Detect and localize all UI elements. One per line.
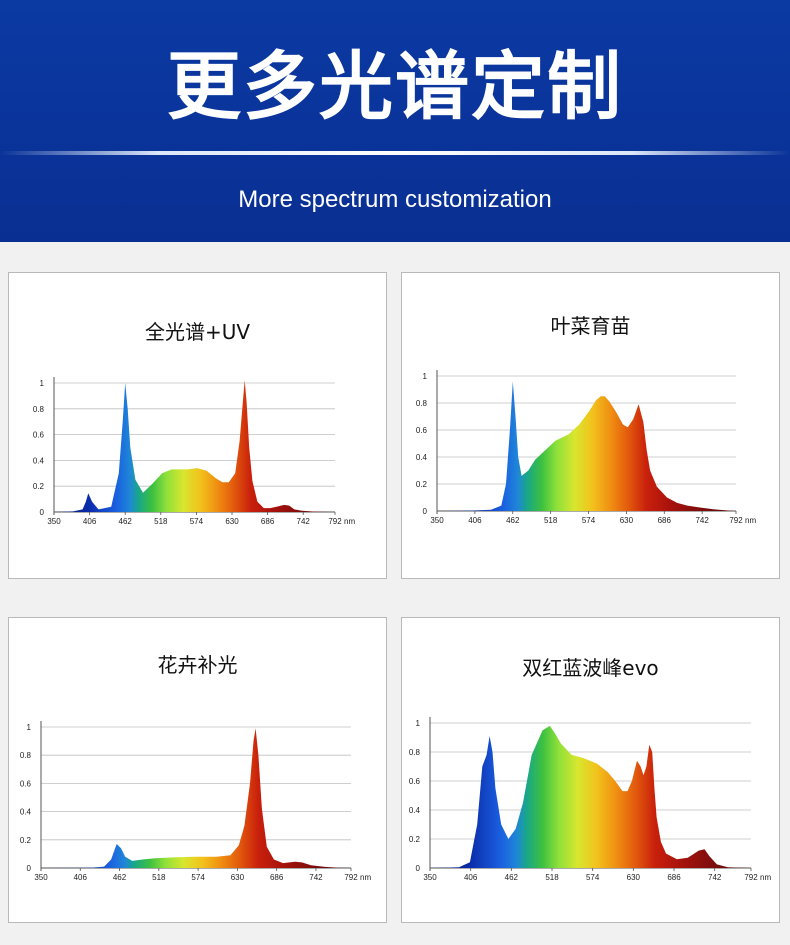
y-tick-label: 0.6 bbox=[33, 431, 45, 440]
x-tick-label: 518 bbox=[152, 873, 166, 882]
x-tick-label: 462 bbox=[505, 873, 519, 882]
y-tick-label: 0.2 bbox=[33, 482, 45, 491]
x-tick-label: 462 bbox=[506, 516, 520, 525]
spectrum-card-flower: 花卉补光 0 0.2 0.4 0.6 0.8 1 350 406 462 518 574 630 686… bbox=[8, 617, 387, 923]
y-tick-label: 0.8 bbox=[20, 751, 32, 760]
y-tick-label: 0.8 bbox=[409, 748, 421, 757]
x-tick-label: 792 bbox=[328, 517, 342, 526]
spectrum-chart-flower: 0 0.2 0.4 0.6 0.8 1 350 406 462 518 574 630 686 742 79… bbox=[20, 721, 371, 882]
x-tick-label: 742 bbox=[297, 517, 311, 526]
x-tick-label: 686 bbox=[270, 873, 284, 882]
x-tick-label: 350 bbox=[430, 516, 444, 525]
y-tick-label: 0.2 bbox=[416, 480, 428, 489]
x-axis-unit: nm bbox=[360, 873, 371, 882]
spectrum-chart-leafy-seedling: 0 0.2 0.4 0.6 0.8 1 350 406 462 518 574 630 686 742 79… bbox=[416, 370, 756, 525]
y-tick-label: 1 bbox=[27, 723, 32, 732]
y-tick-label: 0.4 bbox=[33, 456, 45, 465]
y-tick-label: 0.2 bbox=[409, 835, 421, 844]
x-tick-label: 574 bbox=[586, 873, 600, 882]
x-tick-label: 518 bbox=[545, 873, 559, 882]
x-tick-label: 406 bbox=[74, 873, 88, 882]
x-axis-unit: nm bbox=[344, 517, 355, 526]
spectrum-area bbox=[54, 380, 335, 512]
x-axis-unit: nm bbox=[760, 873, 771, 882]
chart-title: 花卉补光 bbox=[157, 653, 238, 677]
x-tick-label: 350 bbox=[34, 873, 48, 882]
spectrum-chart-full-uv: 0 0.2 0.4 0.6 0.8 1 350 406 462 518 574 630 686 742 79… bbox=[33, 377, 355, 526]
x-tick-label: 686 bbox=[261, 517, 275, 526]
banner-subtitle: More spectrum customization bbox=[238, 186, 552, 213]
x-axis-unit: nm bbox=[745, 516, 756, 525]
y-tick-label: 0.6 bbox=[20, 779, 32, 788]
x-tick-label: 792 bbox=[744, 873, 758, 882]
y-tick-label: 0.4 bbox=[409, 806, 421, 815]
x-tick-label: 518 bbox=[154, 517, 168, 526]
x-tick-label: 574 bbox=[582, 516, 596, 525]
x-tick-label: 462 bbox=[113, 873, 127, 882]
x-tick-label: 742 bbox=[708, 873, 722, 882]
spectrum-card-leafy-seedling: 叶菜育苗 0 0.2 0.4 0.6 0.8 1 350 406 462 518 574 630 686… bbox=[401, 272, 780, 579]
y-tick-label: 0.2 bbox=[20, 836, 32, 845]
x-tick-label: 742 bbox=[695, 516, 709, 525]
x-tick-label: 406 bbox=[83, 517, 97, 526]
chart-title: 叶菜育苗 bbox=[550, 314, 631, 338]
x-tick-label: 350 bbox=[47, 517, 61, 526]
spectrum-card-dual-red-blue: 双红蓝波峰evo 0 0.2 0.4 0.6 0.8 1 350 406 462 518 574 63… bbox=[401, 617, 780, 923]
header-banner: 更多光谱定制 More spectrum customization bbox=[0, 0, 790, 242]
x-tick-label: 792 bbox=[344, 873, 358, 882]
y-tick-label: 0 bbox=[27, 864, 32, 873]
y-tick-label: 0 bbox=[40, 508, 45, 517]
x-tick-label: 792 bbox=[729, 516, 743, 525]
x-tick-label: 630 bbox=[231, 873, 245, 882]
y-tick-label: 0.8 bbox=[416, 399, 428, 408]
x-tick-label: 686 bbox=[658, 516, 672, 525]
y-tick-label: 0.6 bbox=[409, 777, 421, 786]
banner-title: 更多光谱定制 bbox=[167, 44, 623, 130]
x-tick-label: 630 bbox=[225, 517, 239, 526]
x-tick-label: 406 bbox=[468, 516, 482, 525]
y-tick-label: 1 bbox=[416, 719, 421, 728]
y-tick-label: 0.8 bbox=[33, 405, 45, 414]
spectrum-area bbox=[437, 381, 736, 511]
y-tick-label: 0.4 bbox=[20, 808, 32, 817]
spectrum-area bbox=[430, 725, 751, 868]
x-tick-label: 574 bbox=[191, 873, 205, 882]
spectrum-chart-dual-red-blue: 0 0.2 0.4 0.6 0.8 1 350 406 462 518 574 630 686 742 79… bbox=[409, 717, 771, 882]
y-tick-label: 1 bbox=[40, 379, 45, 388]
x-tick-label: 742 bbox=[309, 873, 323, 882]
x-tick-label: 574 bbox=[190, 517, 204, 526]
x-tick-label: 406 bbox=[464, 873, 478, 882]
y-tick-label: 0 bbox=[423, 507, 428, 516]
y-tick-label: 1 bbox=[423, 372, 428, 381]
spectrum-area bbox=[41, 728, 351, 868]
y-tick-label: 0.4 bbox=[416, 453, 428, 462]
x-tick-label: 686 bbox=[667, 873, 681, 882]
y-tick-label: 0.6 bbox=[416, 426, 428, 435]
chart-title: 双红蓝波峰evo bbox=[522, 656, 659, 680]
x-tick-label: 630 bbox=[627, 873, 641, 882]
x-tick-label: 630 bbox=[620, 516, 634, 525]
x-tick-label: 462 bbox=[119, 517, 133, 526]
chart-title: 全光谱+UV bbox=[144, 320, 251, 344]
y-tick-label: 0 bbox=[416, 864, 421, 873]
spectrum-card-full-uv: 全光谱+UV 0 0.2 0.4 0.6 0.8 1 350 406 462 518 574 630 6… bbox=[8, 272, 387, 579]
x-tick-label: 518 bbox=[544, 516, 558, 525]
x-tick-label: 350 bbox=[423, 873, 437, 882]
banner-divider bbox=[0, 151, 790, 155]
